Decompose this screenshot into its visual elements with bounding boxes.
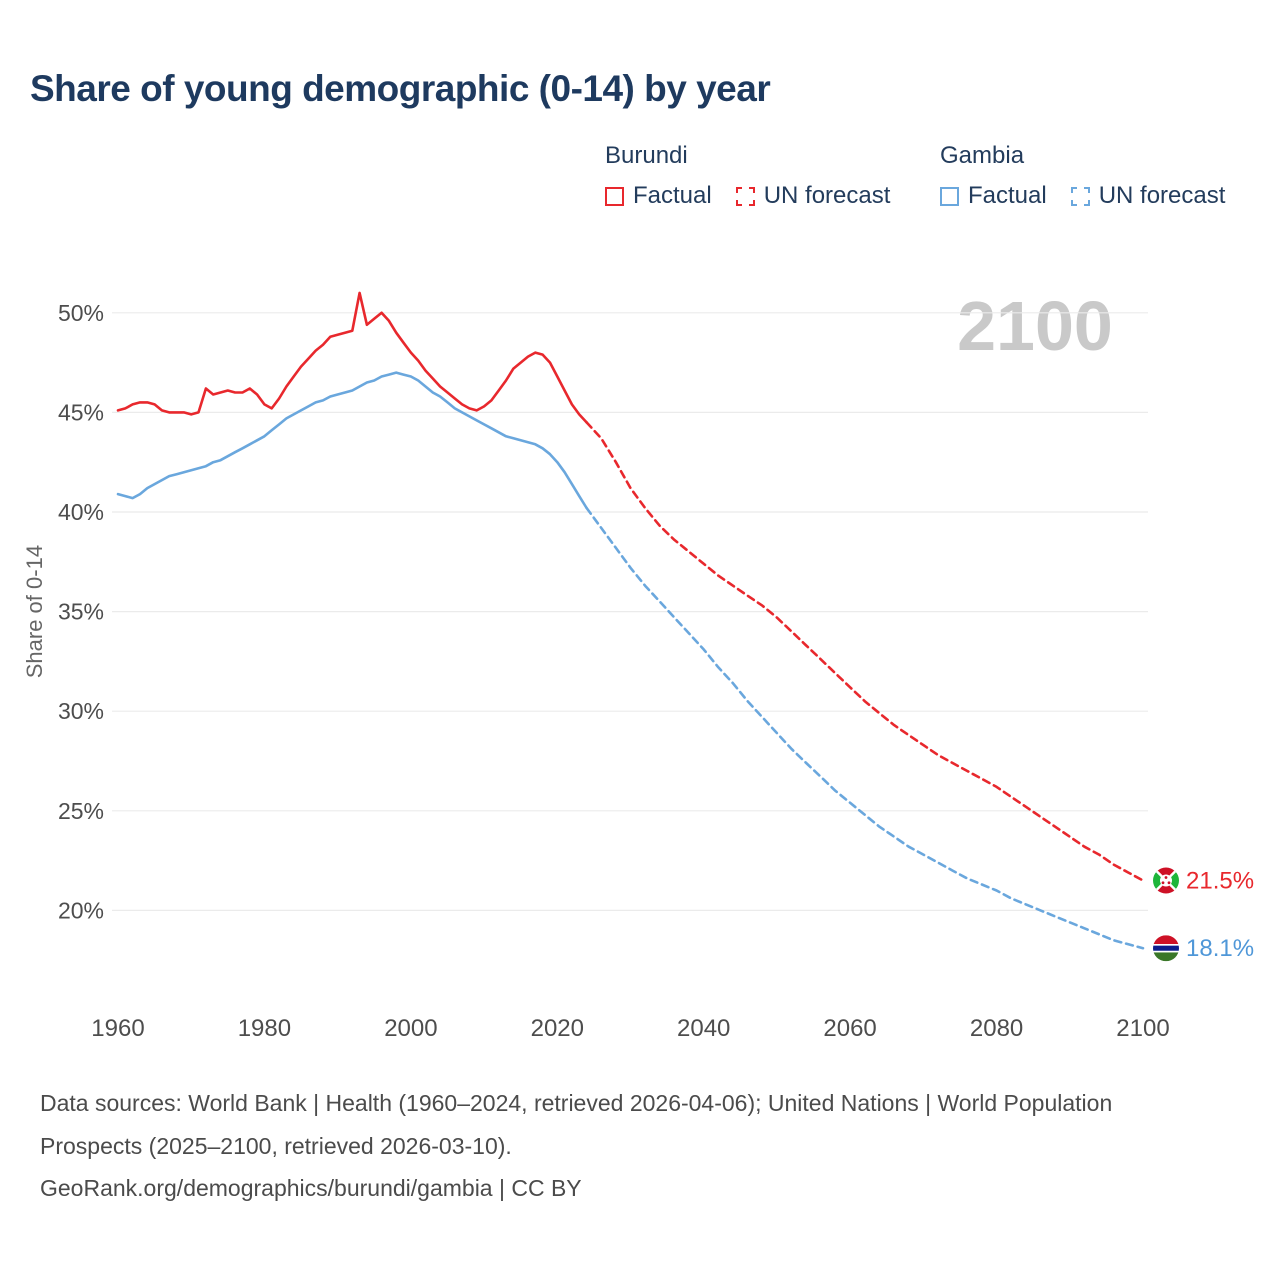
legend-series-name-burundi: Burundi — [605, 142, 688, 169]
page-title: Share of young demographic (0-14) by yea… — [30, 68, 771, 109]
legend-item-gambia-forecast: UN forecast — [1070, 182, 1226, 210]
gambia-flag-icon — [1153, 935, 1179, 962]
x-tick-label: 1960 — [91, 1015, 144, 1042]
x-tick-label: 2100 — [1116, 1015, 1169, 1042]
burundi-forecast-swatch-icon — [735, 186, 755, 206]
x-tick-label: 2040 — [677, 1015, 730, 1042]
burundi-factual-swatch-icon — [605, 186, 624, 206]
gambia-un-forecast-line — [585, 506, 1145, 950]
legend-item-burundi-forecast: UN forecast — [735, 182, 891, 210]
burundi-flag-icon — [1153, 867, 1179, 894]
y-tick-label: 40% — [58, 499, 104, 525]
gambia-end-value-label: 18.1% — [1186, 935, 1254, 962]
legend-label: Factual — [968, 182, 1047, 209]
burundi-end-value-label: 21.5% — [1186, 868, 1254, 895]
y-tick-label: 35% — [58, 599, 104, 625]
footer: Data sources: World Bank | Health (1960–… — [40, 1082, 1170, 1210]
gambia-factual-swatch-icon — [940, 186, 959, 206]
x-tick-label: 2080 — [970, 1015, 1023, 1042]
data-sources-text: Data sources: World Bank | Health (1960–… — [40, 1090, 1113, 1159]
attribution-text: GeoRank.org/demographics/burundi/gambia … — [40, 1175, 582, 1202]
y-tick-label: 50% — [58, 300, 104, 326]
legend-label: UN forecast — [1098, 182, 1226, 209]
y-tick-label: 20% — [58, 897, 104, 923]
gambia-forecast-swatch-icon — [1070, 186, 1090, 206]
y-tick-label: 45% — [58, 399, 104, 425]
x-tick-label: 2000 — [384, 1015, 437, 1042]
legend-item-burundi-factual: Factual — [605, 182, 712, 210]
legend-label: UN forecast — [763, 182, 891, 209]
legend-group-burundi: Burundi Factual UN forecast — [605, 142, 890, 210]
legend-group-gambia: Gambia Factual UN forecast — [940, 142, 1225, 210]
y-axis-title: Share of 0-14 — [22, 545, 47, 678]
x-tick-label: 1980 — [238, 1015, 291, 1042]
x-tick-label: 2020 — [531, 1015, 584, 1042]
gambia-factual-line — [116, 371, 588, 510]
legend-series-name-gambia: Gambia — [940, 142, 1025, 169]
y-tick-label: 30% — [58, 698, 104, 724]
legend-label: Factual — [633, 182, 712, 209]
y-tick-label: 25% — [58, 798, 104, 824]
legend-item-gambia-factual: Factual — [940, 182, 1047, 210]
burundi-factual-line — [116, 291, 588, 424]
burundi-un-forecast-line — [585, 421, 1145, 882]
demographics-line-chart: 2100 20% 25% 30% 35% 40% 45% 50% 1960 1980 2000 202… — [22, 287, 1254, 1042]
watermark-year: 2100 — [957, 287, 1113, 365]
x-tick-label: 2060 — [823, 1015, 876, 1042]
